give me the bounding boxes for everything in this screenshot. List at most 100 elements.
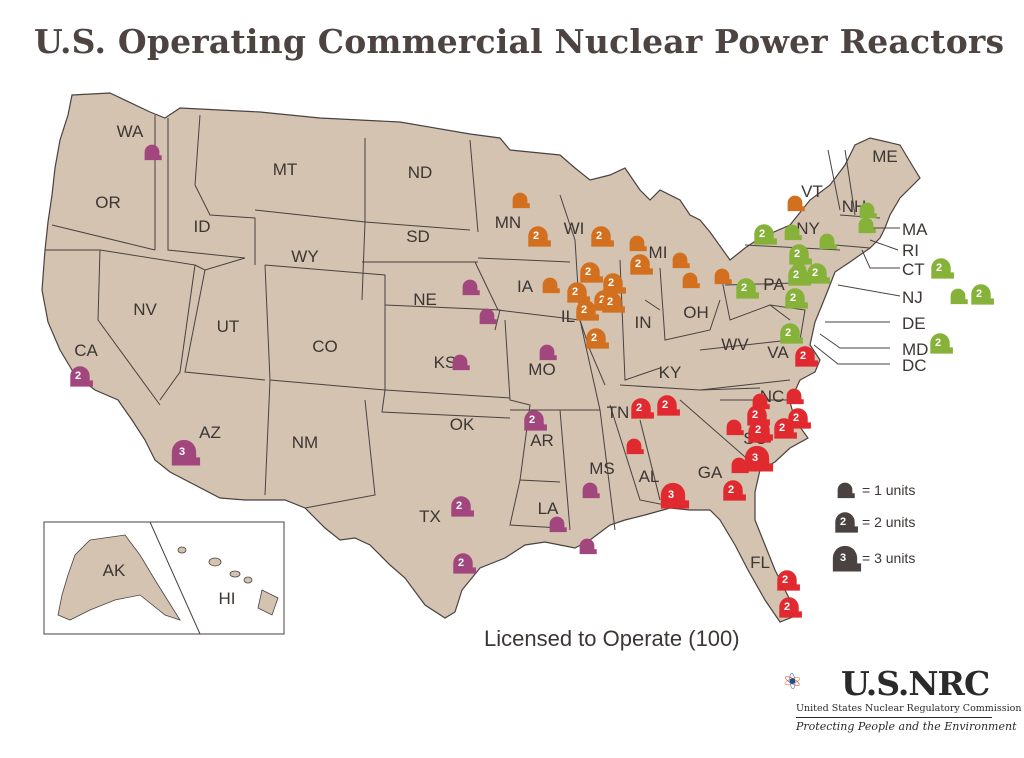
legend-unit-count: 2 bbox=[840, 516, 846, 528]
state-label-or: OR bbox=[95, 193, 121, 212]
reactor-marker-southeast: 2 bbox=[774, 418, 797, 439]
reactor-marker-northeast: 2 bbox=[736, 278, 759, 299]
state-label-co: CO bbox=[312, 337, 338, 356]
reactor-unit-count: 2 bbox=[599, 294, 605, 306]
reactor-marker-northeast: 2 bbox=[930, 333, 953, 354]
state-label-ct: CT bbox=[902, 260, 925, 279]
reactor-unit-count: 2 bbox=[812, 267, 818, 279]
state-label-ut: UT bbox=[217, 317, 240, 336]
state-label-wi: WI bbox=[564, 219, 585, 238]
state-label-in: IN bbox=[635, 313, 652, 332]
state-label-ri: RI bbox=[902, 241, 919, 260]
reactor-marker-northeast: 2 bbox=[789, 244, 812, 265]
reactor-unit-count: 2 bbox=[779, 422, 785, 434]
reactor-markers: 23222222222222222222222222223232222222 bbox=[70, 144, 994, 618]
legend-label: = 3 units bbox=[862, 550, 915, 566]
reactor-unit-count: 2 bbox=[662, 399, 668, 411]
reactor-marker-midwest: 2 bbox=[602, 292, 625, 313]
reactor-marker-northeast: 2 bbox=[807, 263, 830, 284]
state-label-wv: WV bbox=[721, 335, 749, 354]
state-label-ms: MS bbox=[589, 459, 615, 478]
legend-dome-icon bbox=[832, 545, 862, 572]
state-label-oh: OH bbox=[683, 303, 709, 322]
state-label-mi: MI bbox=[649, 243, 668, 262]
reactor-unit-count: 2 bbox=[935, 337, 941, 349]
reactor-dome-icon bbox=[777, 570, 800, 591]
reactor-unit-count: 2 bbox=[75, 370, 81, 382]
reactor-marker-southeast: 2 bbox=[631, 398, 654, 419]
state-label-hi: HI bbox=[219, 589, 236, 608]
reactor-marker-southeast: 2 bbox=[795, 346, 818, 367]
reactor-marker-southeast: 2 bbox=[777, 570, 800, 591]
legend-unit-count: 3 bbox=[840, 552, 846, 564]
reactor-marker-west: 2 bbox=[70, 366, 93, 387]
reactor-marker-midwest: 2 bbox=[630, 254, 653, 275]
legend-label: = 2 units bbox=[862, 514, 915, 530]
state-label-ca: CA bbox=[74, 341, 98, 360]
reactor-unit-count: 2 bbox=[755, 424, 761, 436]
state-label-dc: DC bbox=[902, 356, 927, 375]
reactor-marker-northeast: 2 bbox=[780, 323, 803, 344]
reactor-marker-northeast: 2 bbox=[785, 288, 808, 309]
state-label-va: VA bbox=[767, 343, 789, 362]
reactor-unit-count: 3 bbox=[752, 452, 758, 464]
reactor-marker-northeast: 2 bbox=[971, 284, 994, 305]
reactor-marker-southeast: 3 bbox=[744, 445, 774, 472]
reactor-dome-icon bbox=[754, 224, 777, 245]
alaska-shape bbox=[57, 534, 181, 621]
reactor-unit-count: 2 bbox=[794, 248, 800, 260]
reactor-marker-southeast: 2 bbox=[657, 395, 680, 416]
state-label-md: MD bbox=[902, 340, 928, 359]
state-label-ne: NE bbox=[413, 290, 437, 309]
reactor-marker-midwest: 2 bbox=[580, 262, 603, 283]
reactor-dome-icon bbox=[779, 597, 802, 618]
legend: = 1 units 2 = 2 units 3 = 3 units bbox=[832, 482, 915, 572]
state-label-il: IL bbox=[561, 307, 575, 326]
reactor-unit-count: 2 bbox=[529, 414, 535, 426]
hawaii-islands bbox=[177, 546, 279, 616]
reactor-unit-count: 2 bbox=[790, 292, 796, 304]
state-label-mn: MN bbox=[495, 213, 521, 232]
state-label-nd: ND bbox=[408, 163, 433, 182]
reactor-marker-midwest: 2 bbox=[603, 273, 626, 294]
state-label-ny: NY bbox=[796, 219, 820, 238]
state-label-ga: GA bbox=[698, 463, 723, 482]
reactor-dome-icon bbox=[950, 288, 968, 305]
state-label-ma: MA bbox=[902, 220, 928, 239]
state-label-al: AL bbox=[639, 467, 660, 486]
reactor-marker-northeast: 2 bbox=[931, 258, 954, 279]
reactor-dome-icon bbox=[579, 538, 597, 555]
reactor-unit-count: 2 bbox=[741, 282, 747, 294]
reactor-unit-count: 2 bbox=[456, 500, 462, 512]
reactor-dome-icon bbox=[786, 388, 804, 405]
east-callout-lines bbox=[813, 227, 901, 365]
nrc-logo-text: U.S.NRC bbox=[841, 664, 990, 703]
nrc-divider bbox=[796, 717, 992, 718]
legend-dome-icon bbox=[837, 482, 855, 499]
reactor-marker-west: 3 bbox=[171, 439, 201, 466]
state-label-nv: NV bbox=[133, 300, 157, 319]
us-land-shape bbox=[41, 92, 921, 623]
state-label-ia: IA bbox=[517, 277, 534, 296]
reactor-unit-count: 2 bbox=[976, 288, 982, 300]
reactor-unit-count: 2 bbox=[793, 269, 799, 281]
reactor-marker-midwest: 2 bbox=[576, 300, 599, 321]
state-label-tx: TX bbox=[419, 507, 441, 526]
reactor-marker-west: 2 bbox=[524, 410, 547, 431]
reactor-marker-midwest: 2 bbox=[586, 328, 609, 349]
state-label-mo: MO bbox=[528, 360, 555, 379]
state-label-ky: KY bbox=[659, 363, 682, 382]
state-label-me: ME bbox=[872, 147, 898, 166]
reactor-unit-count: 2 bbox=[607, 296, 613, 308]
reactor-unit-count: 2 bbox=[782, 574, 788, 586]
state-label-wa: WA bbox=[117, 122, 144, 141]
reactor-marker-southeast bbox=[786, 388, 804, 405]
state-label-ks: KS bbox=[434, 353, 457, 372]
reactor-unit-count: 2 bbox=[585, 266, 591, 278]
state-label-la: LA bbox=[538, 499, 559, 518]
state-label-vt: VT bbox=[801, 182, 823, 201]
state-label-az: AZ bbox=[199, 423, 221, 442]
reactor-marker-midwest: 2 bbox=[594, 290, 617, 311]
state-label-ak: AK bbox=[103, 561, 126, 580]
